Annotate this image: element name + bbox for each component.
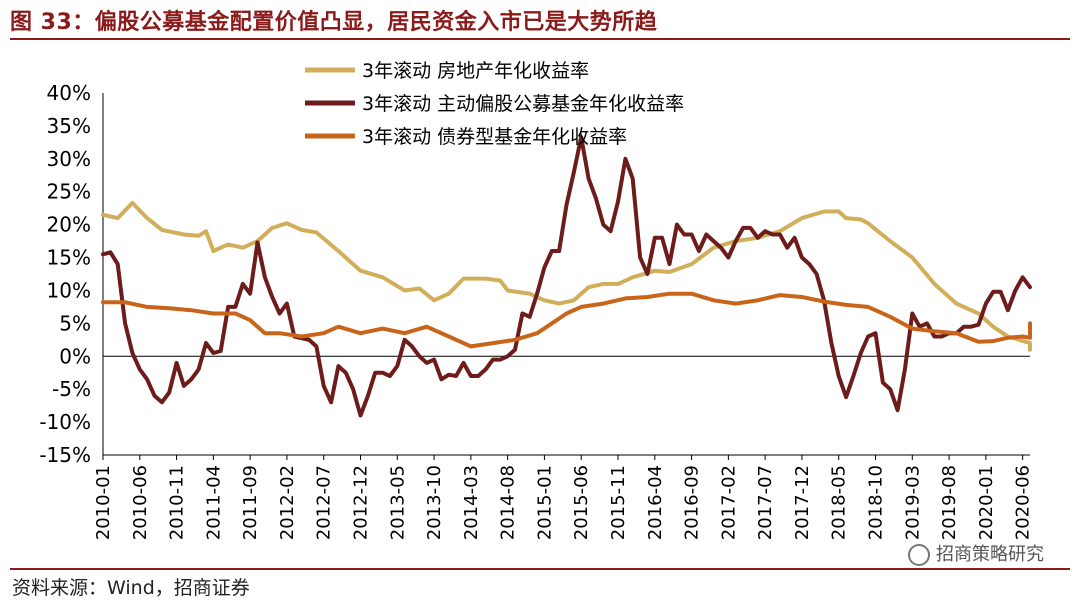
x-tick-label: 2020-06: [1013, 465, 1034, 540]
x-tick-label: 2010-06: [130, 465, 151, 540]
x-tick-label: 2016-04: [645, 465, 666, 540]
x-tick-label: 2017-02: [718, 465, 739, 540]
x-tick-label: 2018-10: [866, 465, 887, 540]
y-tick-label: 25%: [47, 180, 91, 204]
y-tick-label: 35%: [47, 114, 91, 138]
chart-series: [101, 135, 1032, 418]
chart-legend: 3年滚动 房地产年化收益率 3年滚动 主动偏股公募基金年化收益率 3年滚动 债券型基…: [305, 60, 684, 148]
watermark: 招商策略研究: [908, 540, 1044, 566]
x-tick-label: 2014-03: [461, 465, 482, 540]
x-tick-label: 2013-10: [424, 465, 445, 540]
y-tick-label: 10%: [47, 278, 91, 302]
y-tick-label: -5%: [52, 377, 91, 401]
y-tick-label: 30%: [47, 147, 91, 171]
y-tick-label: 40%: [47, 81, 91, 105]
y-tick-label: 20%: [47, 213, 91, 237]
title-divider: [10, 38, 1070, 40]
x-tick-label: 2011-09: [240, 465, 261, 540]
x-tick-label: 2016-09: [682, 465, 703, 540]
x-tick-label: 2012-12: [351, 465, 372, 540]
wechat-icon: [908, 544, 930, 566]
legend-label-1: 3年滚动 房地产年化收益率: [362, 60, 589, 82]
x-tick-label: 2019-03: [902, 465, 923, 540]
x-tick-label: 2018-05: [829, 465, 850, 540]
x-tick-label: 2012-07: [314, 465, 335, 540]
series-line-3: [101, 291, 1032, 349]
y-tick-label: -10%: [39, 410, 91, 434]
x-tick-label: 2014-08: [498, 465, 519, 540]
x-tick-label: 2012-02: [277, 465, 298, 540]
x-tick-label: 2015-01: [534, 465, 555, 540]
x-tick-label: 2015-11: [608, 465, 629, 540]
series-line-1: [101, 200, 1032, 352]
footer-divider: [10, 568, 1070, 570]
x-tick-label: 2010-01: [93, 465, 114, 540]
chart-title: 图 33：偏股公募基金配置价值凸显，居民资金入市已是大势所趋: [10, 10, 658, 35]
x-tick-label: 2020-01: [976, 465, 997, 540]
x-tick-label: 2010-11: [167, 465, 188, 540]
x-tick-label: 2015-06: [571, 465, 592, 540]
series-line-2: [101, 135, 1032, 418]
x-tick-label: 2019-08: [939, 465, 960, 540]
y-tick-label: -15%: [39, 443, 91, 467]
legend-label-3: 3年滚动 债券型基金年化收益率: [362, 126, 627, 148]
watermark-text: 招商策略研究: [936, 544, 1044, 565]
y-tick-label: 0%: [59, 344, 91, 368]
x-tick-label: 2017-12: [792, 465, 813, 540]
x-tick-label: 2013-05: [387, 465, 408, 540]
y-tick-label: 15%: [47, 246, 91, 270]
chart-axes: 40%35%30%25%20%15%10%5%0%-5%-10%-15%2010…: [39, 81, 1033, 540]
y-tick-label: 5%: [59, 311, 91, 335]
x-tick-label: 2011-04: [203, 465, 224, 540]
source-note: 资料来源：Wind，招商证券: [12, 577, 250, 599]
line-chart: 40%35%30%25%20%15%10%5%0%-5%-10%-15%2010…: [39, 60, 1033, 540]
legend-label-2: 3年滚动 主动偏股公募基金年化收益率: [362, 93, 684, 115]
x-tick-label: 2017-07: [755, 465, 776, 540]
